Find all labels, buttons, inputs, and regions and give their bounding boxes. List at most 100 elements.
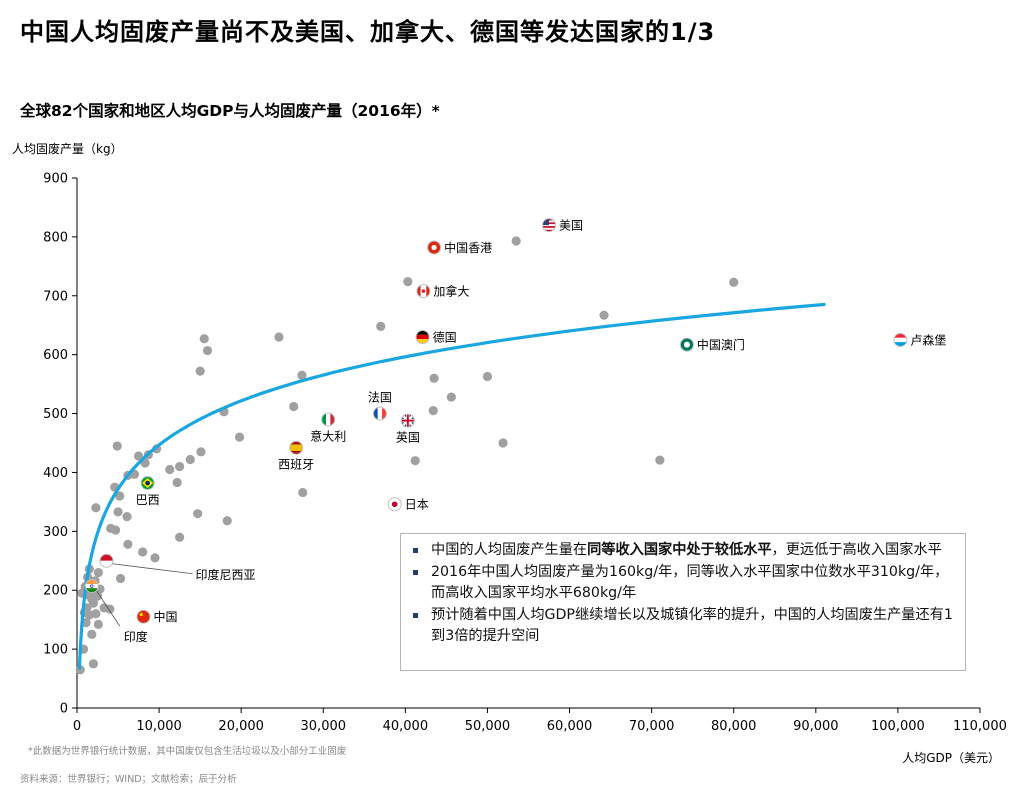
data-points — [75, 236, 739, 675]
data-point — [298, 487, 308, 498]
x-tick-label: 20,000 — [218, 719, 264, 734]
data-point — [410, 456, 420, 466]
y-tick-label: 600 — [43, 348, 68, 363]
country-marker-luxembourg: 卢森堡 — [893, 332, 946, 347]
country-marker-hongkong: 中国香港 — [427, 240, 492, 255]
y-tick-label: 800 — [43, 230, 68, 245]
data-point — [274, 332, 284, 342]
x-tick-label: 30,000 — [301, 719, 347, 734]
data-point — [113, 507, 123, 517]
x-axis-title: 人均GDP（美元） — [902, 751, 1000, 765]
data-point — [91, 503, 101, 513]
data-point — [429, 373, 439, 383]
data-point — [88, 659, 99, 669]
y-tick-label: 700 — [43, 289, 68, 304]
data-point — [91, 609, 101, 619]
country-label: 意大利 — [310, 428, 346, 443]
data-point — [123, 539, 133, 549]
country-marker-india: 印度 — [84, 579, 148, 644]
country-marker-indonesia: 印度尼西亚 — [99, 553, 256, 582]
x-tick-label: 40,000 — [383, 719, 429, 734]
data-point — [185, 454, 195, 465]
data-point — [106, 523, 116, 533]
country-label: 印度尼西亚 — [196, 567, 256, 582]
x-tick-label: 50,000 — [465, 719, 511, 734]
country-marker-usa: 美国 — [542, 218, 583, 233]
data-point — [122, 512, 132, 522]
x-tick-label: 80,000 — [711, 719, 757, 734]
data-point — [165, 464, 175, 475]
finding-3: 预计随着中国人均GDP继续增长以及城镇化率的提升，中国的人均固废生产量还有1到3… — [409, 605, 955, 648]
chart-subtitle: 全球82个国家和地区人均GDP与人均固废产量（2016年）* — [20, 102, 440, 120]
finding-1-tail: ，更远低于高收入国家水平 — [771, 542, 942, 558]
y-tick-label: 200 — [43, 584, 68, 599]
data-point — [93, 619, 103, 629]
country-marker-italy: 意大利 — [310, 412, 346, 443]
finding-1-text: 中国的人均固废产生量在 — [431, 542, 588, 558]
data-point — [133, 451, 144, 461]
country-label: 德国 — [433, 330, 457, 345]
x-tick-label: 0 — [73, 719, 81, 734]
x-tick-label: 110,000 — [953, 719, 1007, 734]
finding-1: 中国的人均固废产生量在同等收入国家中处于较低水平，更远低于高收入国家水平 — [409, 540, 955, 562]
data-point — [115, 573, 126, 584]
country-marker-canada: 加拿大 — [416, 284, 469, 299]
country-label: 美国 — [559, 219, 583, 233]
footnote: *此数据为世界银行统计数据，其中国废仅包含生活垃圾以及小部分工业固废 — [28, 746, 347, 757]
country-marker-uk: 英国 — [396, 413, 420, 445]
country-marker-germany: 德国 — [415, 330, 457, 345]
finding-2-text: 2016年中国人均固废产量为160kg/年，同等收入水平国家中位数水平310kg… — [431, 563, 949, 602]
y-tick-label: 500 — [43, 407, 68, 422]
country-label: 中国香港 — [444, 240, 492, 255]
data-point — [196, 447, 206, 457]
data-point — [234, 432, 245, 442]
country-label: 印度 — [124, 629, 148, 644]
bullet-icon — [413, 548, 418, 553]
country-label: 日本 — [405, 498, 429, 512]
data-point — [175, 461, 185, 472]
page-title: 中国人均固废产量尚不及美国、加拿大、德国等发达国家的1/3 — [20, 18, 716, 46]
y-tick-label: 300 — [43, 525, 68, 540]
data-point — [297, 370, 307, 380]
data-point — [202, 345, 213, 356]
data-point — [222, 516, 232, 526]
data-point — [498, 438, 508, 448]
country-label: 中国 — [153, 609, 177, 624]
country-label: 加拿大 — [433, 284, 469, 299]
data-point — [87, 629, 97, 639]
trend-line — [77, 302, 826, 670]
finding-3-text: 预计随着中国人均GDP继续增长以及城镇化率的提升，中国的人均固废生产量还有1到3… — [431, 606, 953, 645]
data-point — [93, 567, 103, 578]
country-label: 巴西 — [136, 493, 160, 507]
data-point — [511, 236, 521, 246]
x-tick-label: 90,000 — [793, 719, 839, 734]
finding-2: 2016年中国人均固废产量为160kg/年，同等收入水平国家中位数水平310kg… — [409, 562, 955, 605]
data-point — [150, 553, 160, 563]
y-tick-label: 400 — [43, 466, 68, 481]
country-marker-macau: 中国澳门 — [679, 337, 745, 352]
country-marker-spain: 西班牙 — [278, 440, 314, 472]
country-marker-china: 中国 — [136, 609, 178, 624]
data-point — [655, 455, 665, 465]
data-point — [199, 334, 209, 344]
data-point — [115, 491, 125, 501]
data-point — [446, 392, 456, 402]
country-marker-brazil: 巴西 — [136, 476, 160, 507]
data-point — [599, 310, 609, 320]
data-point — [193, 509, 203, 519]
country-label: 法国 — [368, 391, 392, 405]
finding-1-bold: 同等收入国家中处于较低水平 — [587, 542, 772, 558]
data-point — [112, 441, 122, 451]
country-label: 西班牙 — [278, 458, 314, 472]
bullet-icon — [413, 612, 418, 618]
data-point — [172, 477, 182, 488]
data-point — [729, 277, 739, 287]
y-tick-label: 100 — [43, 643, 68, 658]
country-label: 英国 — [396, 431, 420, 445]
y-axis-title: 人均固废产量（kg） — [12, 142, 123, 156]
data-point — [175, 532, 185, 542]
x-tick-label: 100,000 — [871, 719, 925, 734]
data-point — [376, 321, 386, 331]
data-point — [195, 366, 205, 376]
data-point — [482, 371, 493, 382]
